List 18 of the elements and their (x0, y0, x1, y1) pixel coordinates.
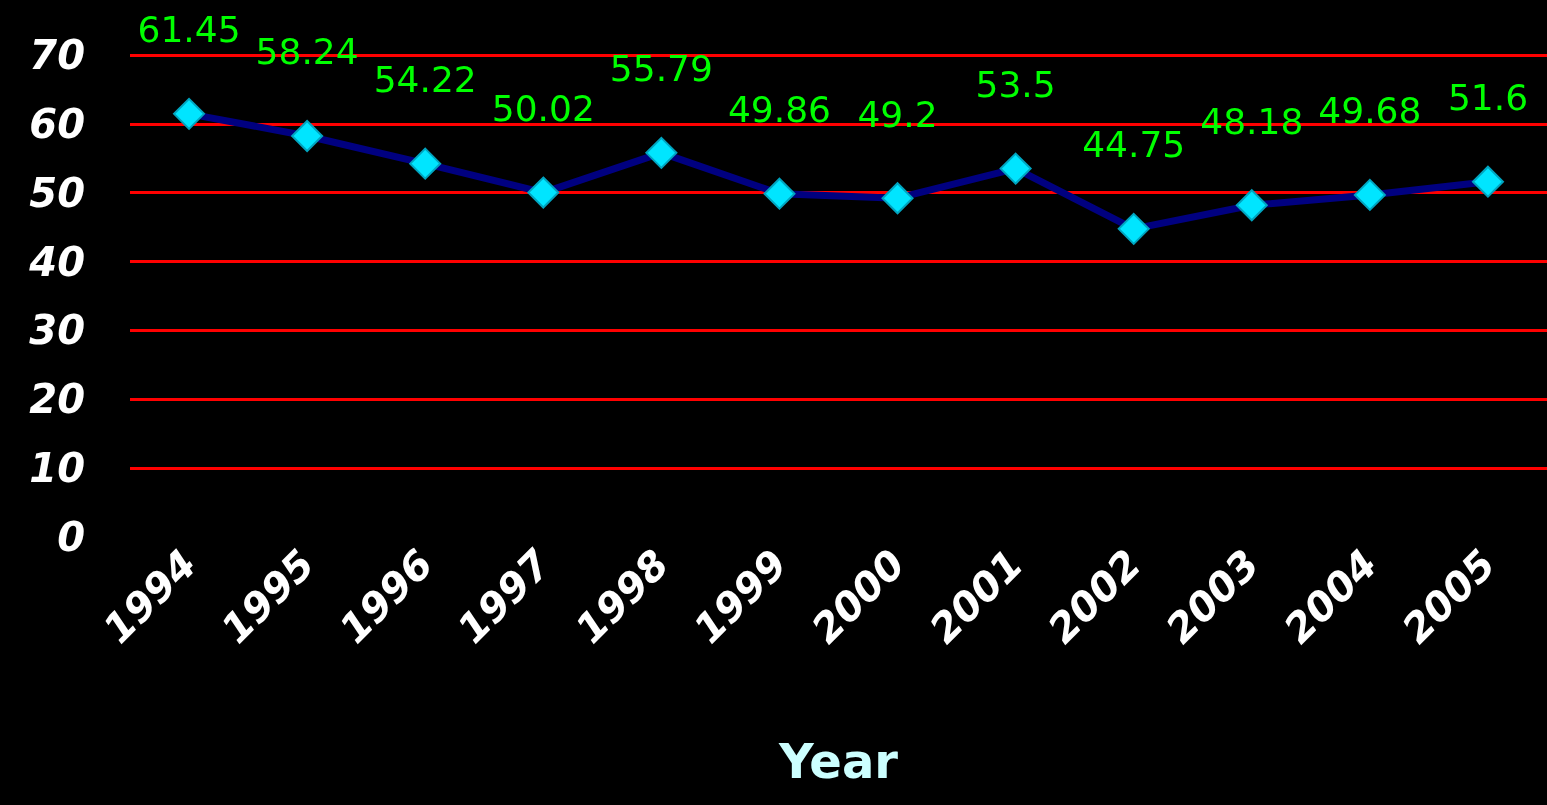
y-tick-label: 60 (29, 100, 85, 147)
y-tick-label: 10 (29, 445, 85, 492)
data-label: 51.6 (1447, 77, 1529, 119)
data-label: 54.22 (373, 59, 477, 101)
x-axis-title: Year (778, 733, 899, 789)
data-label: 61.45 (137, 9, 241, 51)
data-label: 55.79 (609, 48, 713, 90)
y-tick-label: 70 (29, 32, 85, 78)
data-label: 50.02 (491, 88, 595, 130)
data-label: 53.5 (975, 64, 1056, 106)
y-tick-label: 30 (29, 307, 85, 354)
y-tick-label: 20 (29, 376, 85, 423)
data-label: 49.86 (727, 89, 831, 131)
data-label: 44.75 (1082, 124, 1186, 166)
y-tick-label: 50 (29, 169, 85, 216)
data-label: 49.68 (1318, 90, 1422, 132)
y-tick-label: 0 (57, 514, 85, 560)
y-tick-label: 40 (28, 238, 85, 285)
